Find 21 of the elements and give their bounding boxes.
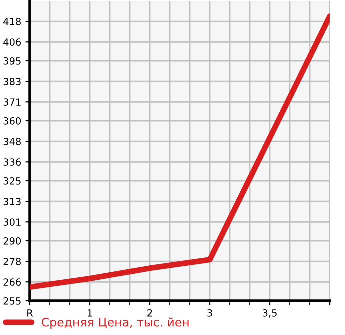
y-tick-label: 325 <box>4 177 21 185</box>
x-tick-label: 2 <box>148 310 152 317</box>
x-tick-label: R <box>28 310 34 317</box>
x-tick-label: 1 <box>88 310 92 317</box>
y-tick-label: 360 <box>4 117 22 125</box>
y-tick-label: 383 <box>4 78 21 86</box>
y-tick-label: 418 <box>4 18 21 26</box>
y-tick-label: 371 <box>4 98 21 106</box>
y-tick-label: 266 <box>4 278 22 286</box>
y-tick-label: 301 <box>4 218 21 226</box>
y-tick-label: 255 <box>4 297 21 305</box>
x-tick-label: 3,5 <box>263 310 277 318</box>
y-tick-label: 336 <box>4 158 22 166</box>
y-tick-label: 348 <box>4 138 21 146</box>
y-tick-label: 278 <box>4 258 21 266</box>
y-tick-label: 313 <box>4 198 21 206</box>
x-tick-label: 3 <box>208 310 212 317</box>
legend-label: Средняя Цена, тыс. йен <box>42 318 189 330</box>
y-tick-label: 406 <box>4 38 22 46</box>
y-tick-label: 290 <box>4 237 22 245</box>
y-tick-label: 395 <box>4 57 21 65</box>
